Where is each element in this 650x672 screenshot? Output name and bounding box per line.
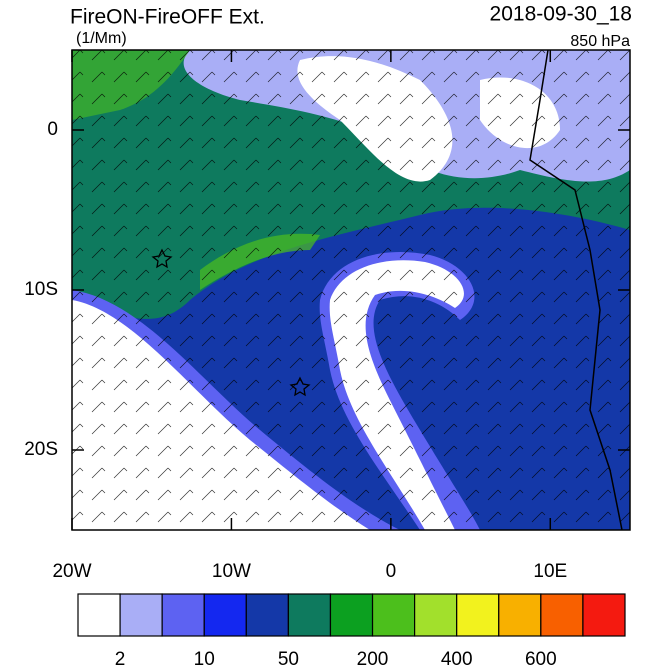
- colorbar-box: [77, 593, 121, 637]
- x-tick-label: 10E: [533, 561, 567, 582]
- colorbar-label: 600: [525, 649, 557, 667]
- colorbar-box: [329, 593, 374, 637]
- x-tick-label: 0: [386, 561, 397, 582]
- colorbar-box: [245, 593, 289, 637]
- title: FireON-FireOFF Ext.: [70, 6, 265, 29]
- units: (1/Mm): [76, 30, 127, 47]
- colorbar-box: [456, 593, 500, 637]
- colorbar-box: [371, 593, 416, 637]
- x-tick-label: 20W: [52, 561, 91, 582]
- colorbar-box: [498, 593, 542, 637]
- colorbar-box: [119, 593, 163, 637]
- map-field: [72, 50, 630, 530]
- y-tick-label: 0: [47, 119, 58, 140]
- colorbar-box: [540, 593, 584, 637]
- colorbar-label: 400: [441, 649, 473, 667]
- colorbar-label: 2: [115, 649, 126, 667]
- colorbar-label: 10: [194, 649, 215, 667]
- x-tick-label: 10W: [212, 561, 251, 582]
- date: 2018-09-30_18: [490, 3, 632, 26]
- colorbar-box: [287, 593, 332, 637]
- colorbar-box: [203, 593, 247, 637]
- colorbar-box: [414, 593, 458, 637]
- colorbar-label: 50: [278, 649, 299, 667]
- y-tick-label: 10S: [24, 279, 58, 300]
- colorbar-box: [161, 593, 205, 637]
- colorbar-box: [582, 593, 626, 637]
- level: 850 hPa: [570, 33, 630, 50]
- y-tick-label: 20S: [24, 439, 58, 460]
- colorbar-label: 200: [357, 649, 389, 667]
